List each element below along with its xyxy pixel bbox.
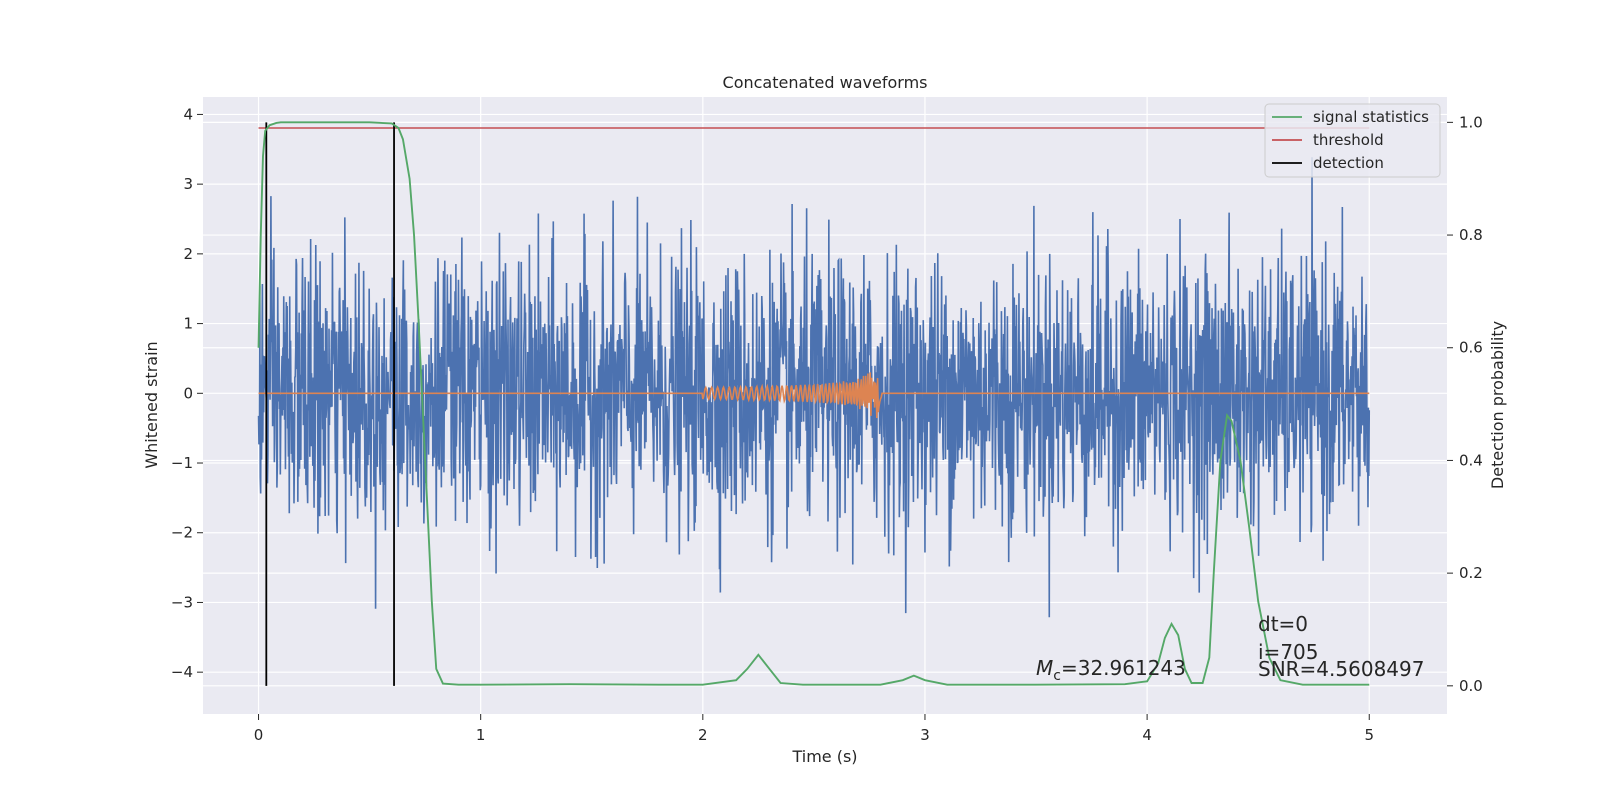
x-tick-label-5: 5 — [1364, 726, 1374, 744]
detection-lines — [265, 122, 395, 686]
chart-title: Concatenated waveforms — [723, 73, 928, 92]
strain-noise-series — [257, 157, 1371, 618]
x-tick-label-1: 1 — [476, 726, 486, 744]
y-left-tick-label-5: 1 — [183, 315, 193, 333]
y-left-tick-label-6: 2 — [183, 245, 193, 263]
left-y-axis-ticks: −4 −3 −2 −1 0 1 2 3 4 — [171, 105, 203, 681]
x-axis-ticks: 0 1 2 3 4 5 — [254, 714, 1374, 744]
snr-annotation: SNR=4.5608497 — [1258, 657, 1424, 681]
y-right-tick-label-0: 0.0 — [1459, 677, 1483, 695]
chirp-mass-annotation: Mc=32.961243 — [1036, 656, 1186, 684]
legend-label-threshold: threshold — [1313, 131, 1384, 149]
left-y-axis-label: Whitened strain — [142, 341, 161, 468]
y-right-tick-label-2: 0.4 — [1459, 451, 1483, 469]
mc-subscript: c — [1053, 668, 1061, 684]
y-left-tick-label-2: −2 — [171, 524, 193, 542]
y-right-tick-label-4: 0.8 — [1459, 226, 1483, 244]
y-right-tick-label-1: 0.2 — [1459, 564, 1483, 582]
y-left-tick-label-3: −1 — [171, 454, 193, 472]
y-left-tick-label-7: 3 — [183, 175, 193, 193]
x-axis-label: Time (s) — [791, 747, 857, 766]
y-left-tick-label-1: −3 — [171, 593, 193, 611]
legend-label-detection: detection — [1313, 154, 1384, 172]
y-left-tick-label-8: 4 — [183, 105, 193, 123]
x-tick-label-2: 2 — [698, 726, 708, 744]
legend-label-signal-statistics: signal statistics — [1313, 108, 1429, 126]
injected-signal-series — [258, 372, 1370, 419]
right-y-axis-label: Detection probability — [1488, 321, 1507, 489]
y-left-tick-label-0: −4 — [171, 663, 193, 681]
signal-statistics-series — [257, 121, 1370, 686]
y-right-tick-label-5: 1.0 — [1459, 113, 1483, 131]
right-y-axis-ticks: 0.0 0.2 0.4 0.6 0.8 1.0 — [1447, 113, 1483, 695]
i-annotation: i=705 — [1258, 640, 1319, 664]
annotations: Mc=32.961243 dt=0 i=705 SNR=4.5608497 — [1036, 612, 1424, 684]
x-tick-label-3: 3 — [920, 726, 930, 744]
y-right-tick-label-3: 0.6 — [1459, 339, 1483, 357]
x-tick-label-4: 4 — [1142, 726, 1152, 744]
legend: signal statistics threshold detection — [1264, 103, 1441, 178]
mc-value: =32.961243 — [1061, 656, 1186, 680]
plot-content — [257, 121, 1371, 686]
x-tick-label-0: 0 — [254, 726, 264, 744]
legend-box — [1264, 103, 1441, 178]
y-left-tick-label-4: 0 — [183, 384, 193, 402]
dt-annotation: dt=0 — [1258, 612, 1308, 636]
mc-symbol: M — [1036, 656, 1053, 680]
